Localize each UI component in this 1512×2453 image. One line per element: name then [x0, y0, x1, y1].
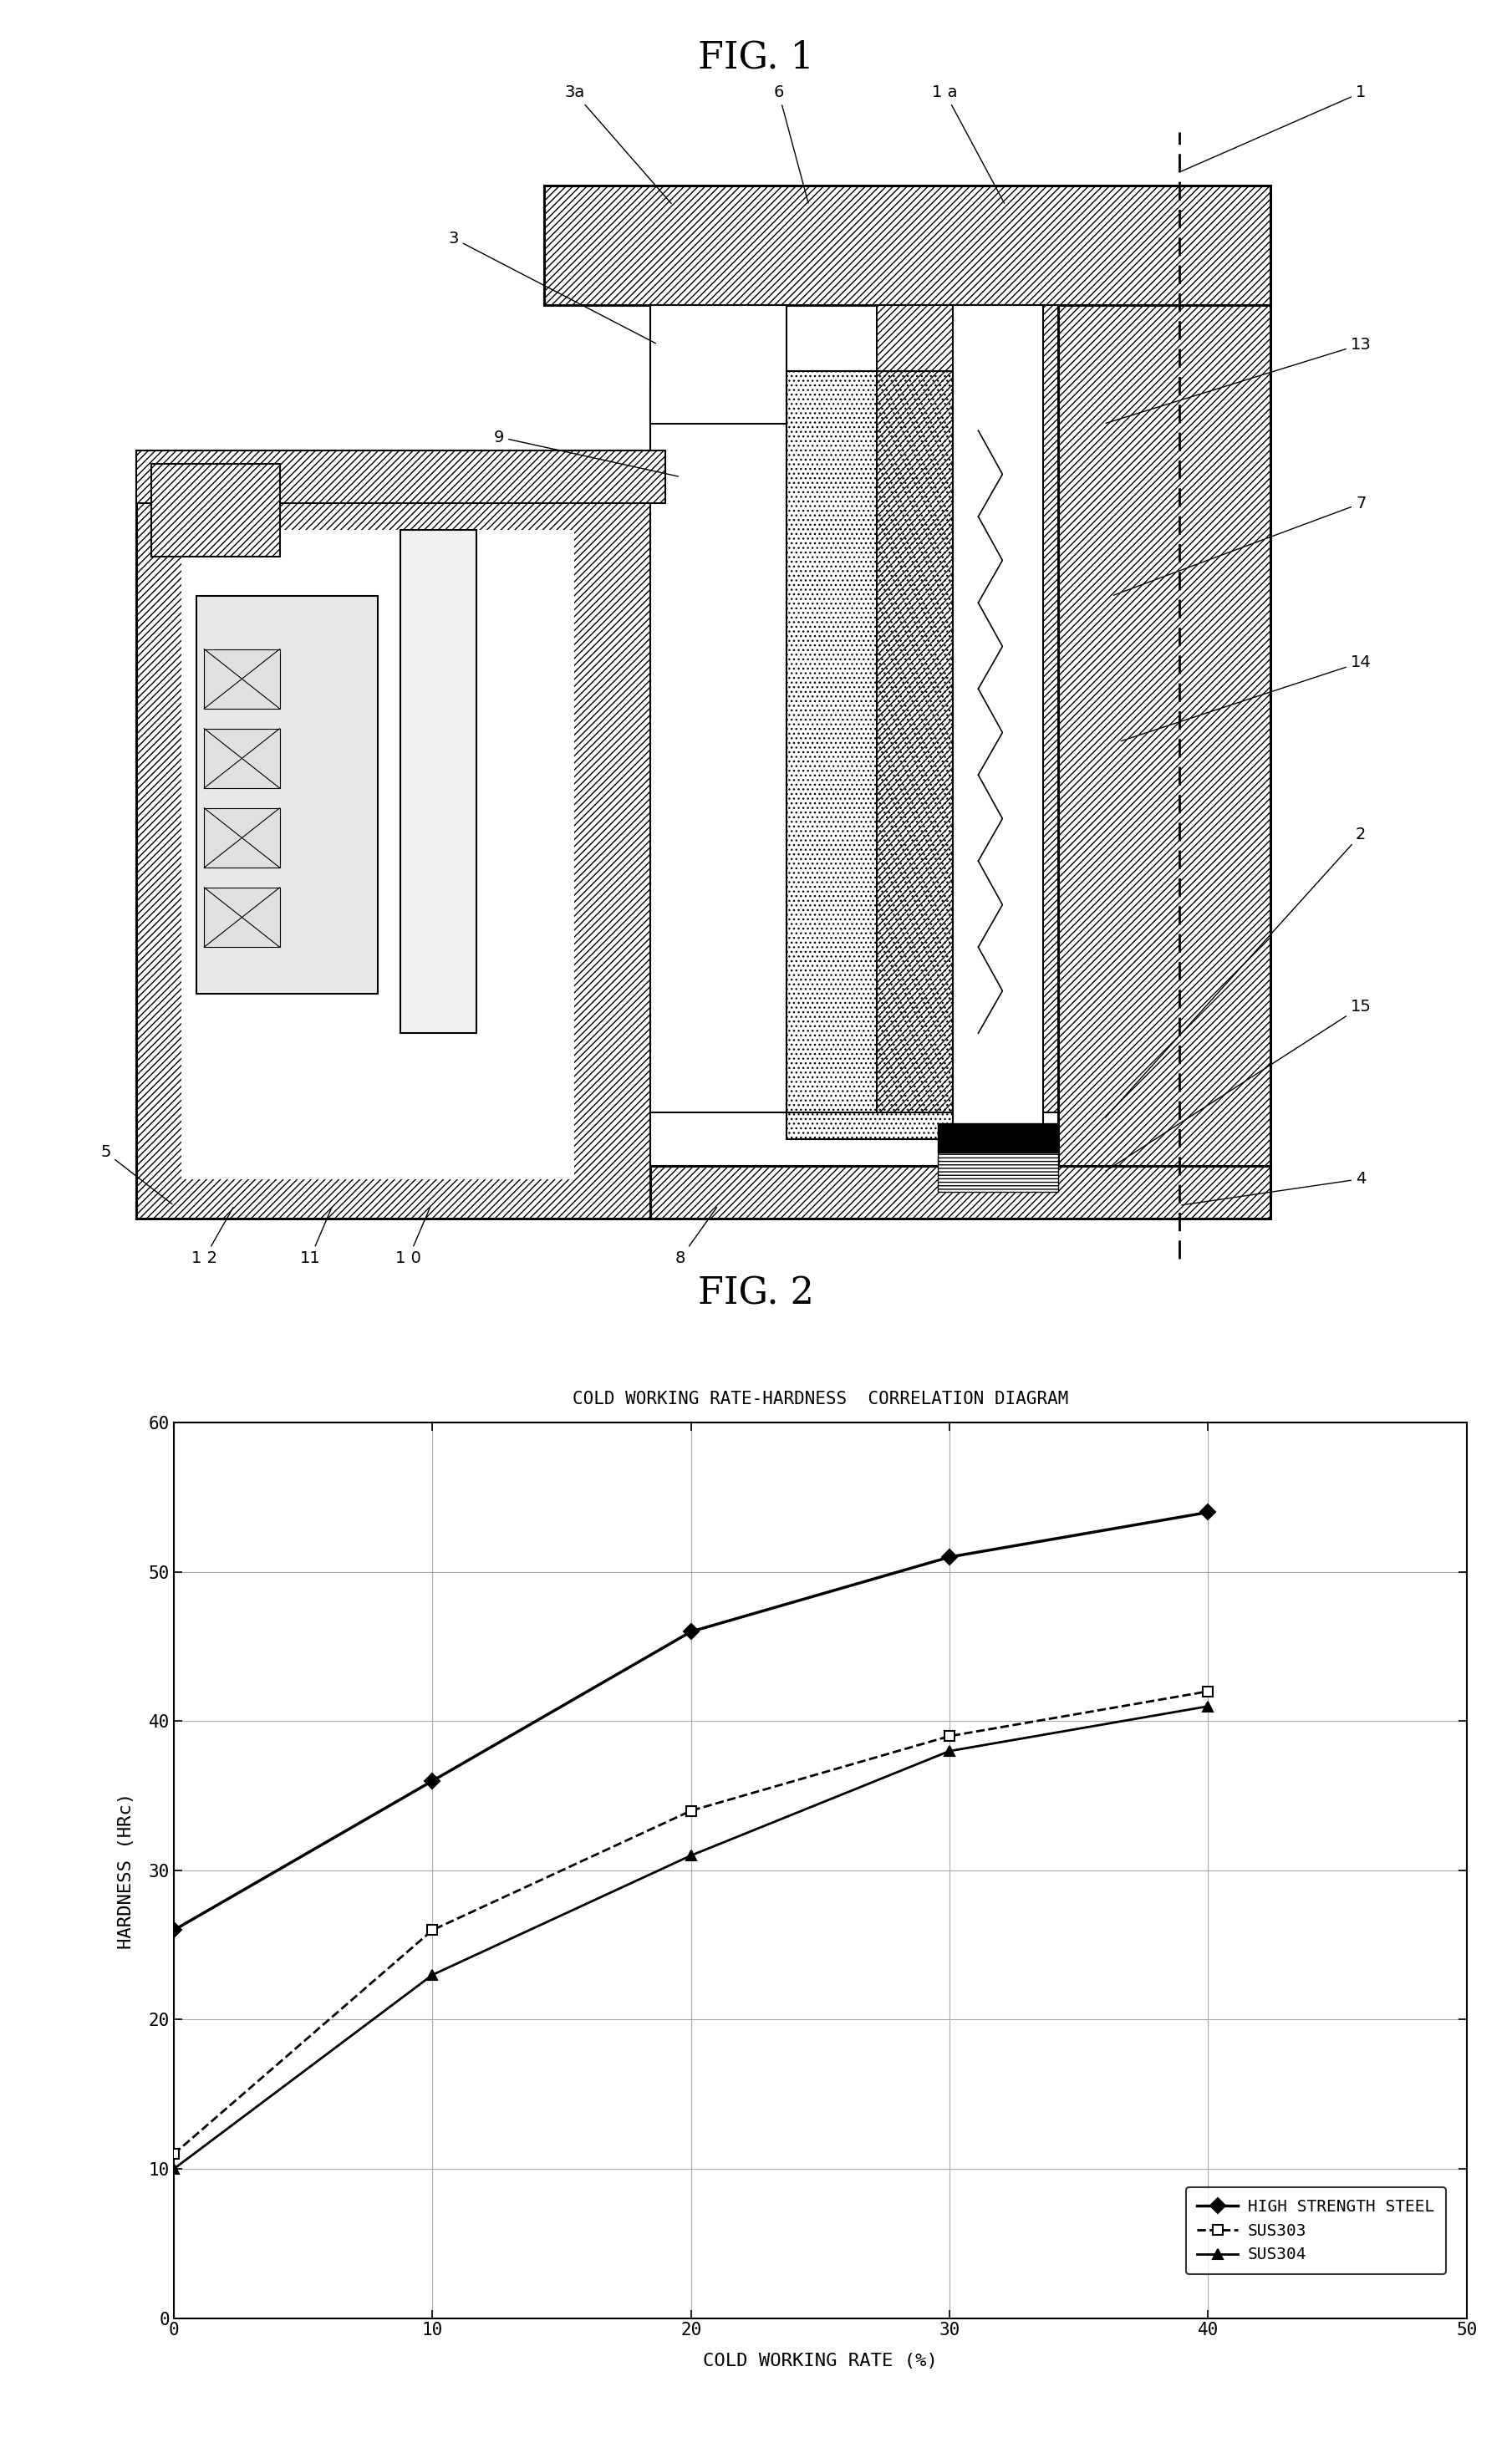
Text: 13: 13: [1105, 336, 1371, 424]
Line: HIGH STRENGTH STEEL: HIGH STRENGTH STEEL: [169, 1506, 1213, 1935]
Text: 3: 3: [449, 231, 656, 343]
Text: 1 0: 1 0: [395, 1207, 429, 1266]
Bar: [401, 530, 476, 1033]
Text: FIG. 1: FIG. 1: [699, 39, 813, 76]
Text: 7: 7: [1113, 496, 1365, 596]
Bar: [1058, 199, 1270, 1219]
Line: SUS304: SUS304: [169, 1700, 1213, 2173]
Bar: [937, 1123, 1058, 1153]
Bar: [204, 729, 280, 787]
Bar: [650, 1165, 1270, 1219]
Bar: [786, 1138, 1058, 1204]
SUS303: [940, 1722, 959, 1751]
HIGH STRENGTH STEEL: [940, 1543, 959, 1572]
Bar: [136, 451, 665, 1219]
X-axis label: COLD WORKING RATE (%): COLD WORKING RATE (%): [703, 2352, 937, 2370]
Text: 15: 15: [1105, 998, 1371, 1170]
Text: 14: 14: [1120, 655, 1371, 741]
Text: 5: 5: [101, 1146, 172, 1204]
SUS304: [940, 1737, 959, 1766]
Bar: [181, 530, 575, 1180]
Text: 1: 1: [1181, 86, 1365, 172]
Bar: [204, 888, 280, 947]
Bar: [136, 451, 665, 503]
Text: 8: 8: [676, 1207, 717, 1266]
Text: FIG. 2: FIG. 2: [699, 1276, 813, 1312]
Bar: [650, 1114, 1058, 1219]
Bar: [197, 596, 378, 993]
Text: 11: 11: [299, 1207, 331, 1266]
Bar: [151, 464, 280, 557]
Line: SUS303: SUS303: [169, 1685, 1213, 2159]
Bar: [953, 304, 1043, 1138]
SUS303: [165, 2139, 183, 2168]
Bar: [650, 304, 786, 424]
SUS304: [423, 1960, 442, 1989]
Text: 2: 2: [1105, 827, 1365, 1119]
Bar: [544, 186, 1270, 304]
SUS303: [423, 1916, 442, 1945]
Text: 3a: 3a: [564, 86, 671, 204]
Legend: HIGH STRENGTH STEEL, SUS303, SUS304: HIGH STRENGTH STEEL, SUS303, SUS304: [1185, 2188, 1445, 2274]
SUS303: [682, 1796, 700, 1825]
Y-axis label: HARDNESS (HRc): HARDNESS (HRc): [118, 1793, 135, 1948]
Text: 4: 4: [1182, 1170, 1365, 1204]
SUS304: [165, 2154, 183, 2183]
Bar: [204, 650, 280, 709]
Bar: [786, 370, 953, 1138]
HIGH STRENGTH STEEL: [682, 1617, 700, 1646]
Bar: [877, 304, 1058, 1138]
Bar: [204, 807, 280, 868]
Text: 1 2: 1 2: [191, 1207, 233, 1266]
Text: 9: 9: [494, 429, 679, 476]
Bar: [650, 385, 786, 1219]
Title: COLD WORKING RATE-HARDNESS  CORRELATION DIAGRAM: COLD WORKING RATE-HARDNESS CORRELATION D…: [572, 1391, 1069, 1408]
HIGH STRENGTH STEEL: [1199, 1496, 1217, 1526]
Text: 1 a: 1 a: [933, 86, 1004, 204]
SUS304: [1199, 1693, 1217, 1722]
Bar: [937, 1153, 1058, 1192]
SUS304: [682, 1840, 700, 1869]
HIGH STRENGTH STEEL: [423, 1766, 442, 1796]
SUS303: [1199, 1678, 1217, 1707]
Text: 6: 6: [774, 86, 809, 204]
HIGH STRENGTH STEEL: [165, 1916, 183, 1945]
